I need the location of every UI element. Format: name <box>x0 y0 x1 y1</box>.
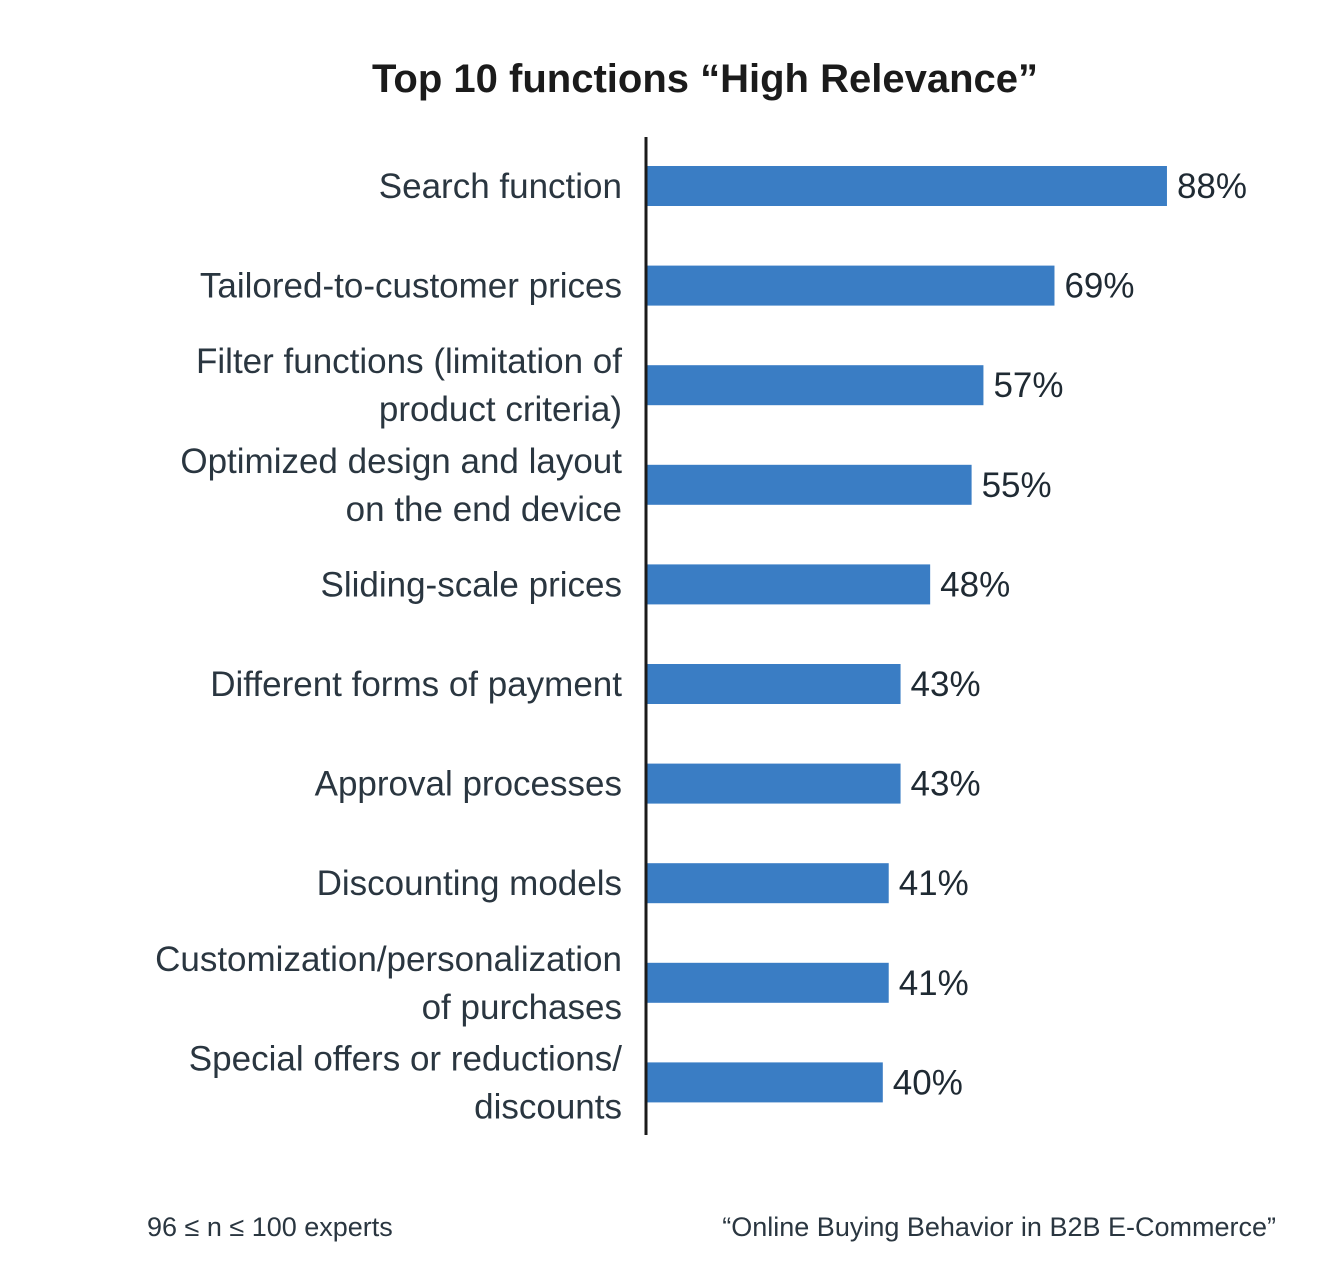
value-label-5: 43% <box>911 665 981 704</box>
bar-9 <box>646 1062 883 1102</box>
category-label-5: Different forms of payment <box>210 665 622 704</box>
category-label-6: Approval processes <box>315 765 622 804</box>
value-label-9: 40% <box>893 1063 963 1102</box>
category-label-9: Special offers or reductions/discounts <box>189 1039 622 1126</box>
sample-size-note: 96 ≤ n ≤ 100 experts <box>147 1212 393 1242</box>
category-label-8: Customization/personalization of purchase… <box>155 940 622 1027</box>
bar-4 <box>646 564 930 604</box>
chart-title: Top 10 functions “High Relevance” <box>372 57 1038 101</box>
bar-3 <box>646 465 972 505</box>
value-label-8: 41% <box>899 964 969 1003</box>
bars-group: 88% Search function 69% Tailored-to-custome… <box>155 166 1247 1126</box>
value-label-3: 55% <box>982 466 1052 505</box>
bar-8 <box>646 963 889 1003</box>
value-label-6: 43% <box>911 765 981 804</box>
value-label-4: 48% <box>940 565 1010 604</box>
category-label-4: Sliding-scale prices <box>320 565 622 604</box>
bar-1 <box>646 266 1054 306</box>
bar-7 <box>646 863 889 903</box>
category-label-2: Filter functions (limitation of product c… <box>196 342 622 429</box>
category-label-0: Search function <box>379 167 622 206</box>
category-label-1: Tailored-to-customer prices <box>200 267 622 306</box>
category-label-7: Discounting models <box>317 864 622 903</box>
value-label-2: 57% <box>993 366 1063 405</box>
bar-5 <box>646 664 901 704</box>
value-label-7: 41% <box>899 864 969 903</box>
value-label-1: 69% <box>1064 267 1134 306</box>
bar-2 <box>646 365 983 405</box>
category-label-3: Optimized design and layout on the end de… <box>180 442 622 529</box>
value-label-0: 88% <box>1177 167 1247 206</box>
source-note: “Online Buying Behavior in B2B E-Commerc… <box>722 1212 1276 1242</box>
bar-6 <box>646 764 901 804</box>
bar-0 <box>646 166 1167 206</box>
